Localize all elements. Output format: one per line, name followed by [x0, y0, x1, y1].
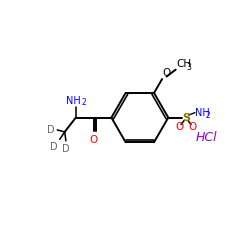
Text: O: O	[175, 122, 183, 132]
Text: NH: NH	[66, 96, 81, 106]
Text: D: D	[50, 142, 58, 152]
Text: 2: 2	[205, 110, 210, 120]
Text: O: O	[163, 68, 171, 78]
Text: O: O	[189, 122, 197, 132]
Text: NH: NH	[196, 108, 210, 118]
Text: HCl: HCl	[196, 131, 218, 144]
Text: D: D	[62, 144, 70, 154]
Text: 2: 2	[81, 98, 86, 107]
Text: D: D	[47, 125, 54, 135]
Text: 3: 3	[186, 63, 191, 72]
Text: S: S	[182, 112, 190, 122]
Text: O: O	[90, 135, 98, 145]
Text: CH: CH	[176, 59, 191, 69]
